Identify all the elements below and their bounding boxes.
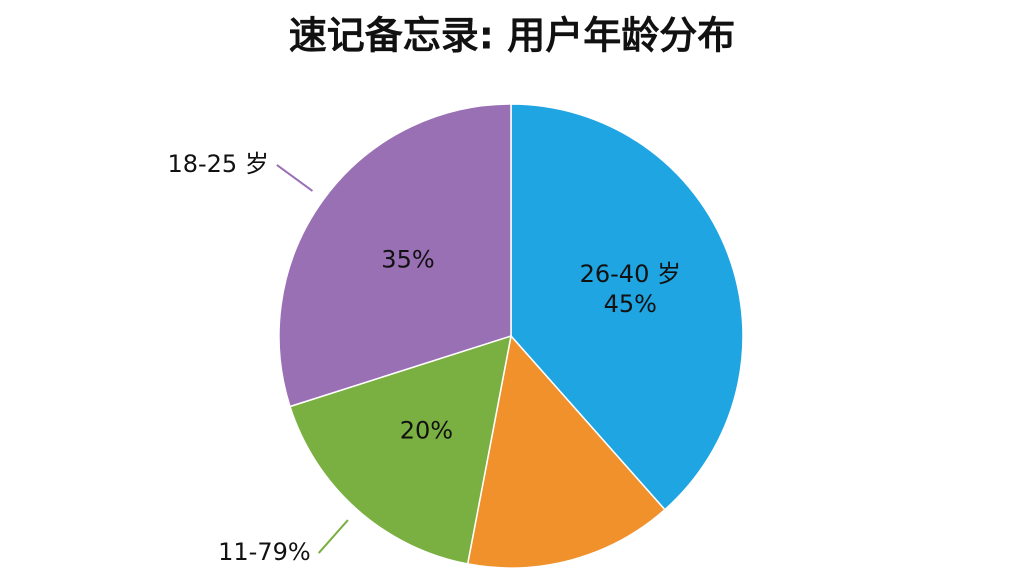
leader-line xyxy=(276,164,314,192)
pie-slice xyxy=(466,334,666,569)
leader-line xyxy=(317,519,349,554)
category-label: 26-40 岁 xyxy=(580,260,681,288)
category-label: 18-25 岁 xyxy=(167,150,268,178)
chart-title: 速记备忘录: 用户年龄分布 xyxy=(289,14,735,58)
pie-slice xyxy=(278,103,512,408)
data-label: 35% xyxy=(381,246,434,274)
data-label: 45% xyxy=(604,290,657,318)
pie-slice xyxy=(510,103,744,511)
data-label: 20% xyxy=(400,417,453,445)
pie-slice xyxy=(289,334,512,565)
category-label: 11-79% xyxy=(218,538,311,566)
